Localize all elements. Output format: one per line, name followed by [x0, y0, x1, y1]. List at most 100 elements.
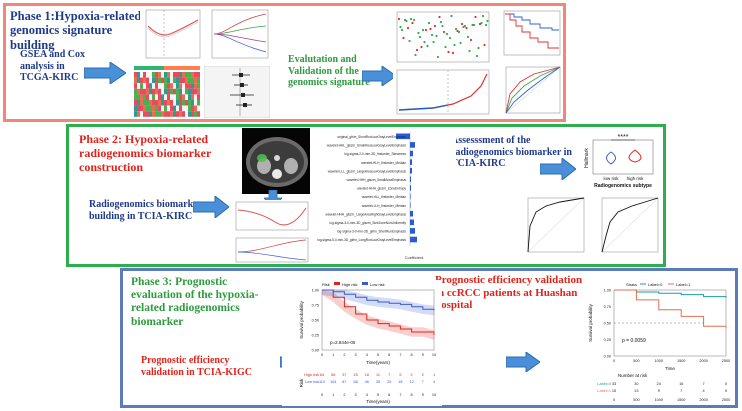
scatter-point [406, 26, 410, 30]
scatter-point [480, 21, 483, 25]
coef-feature-label: wavelet-HLH_firstorder_Median [361, 161, 406, 165]
phase2-building-text: Radiogenomics biomarker building in TCIA… [89, 199, 202, 222]
coef-bar [410, 202, 411, 208]
heatmap-cell [140, 94, 143, 100]
scatter-point [426, 44, 429, 48]
heatmap-cell [155, 100, 158, 106]
km-left-ytick: 0.75 [312, 304, 319, 308]
heatmap-cell [164, 88, 167, 95]
heatmap-cell [146, 105, 149, 112]
km-right-legend-title: Strata [626, 282, 637, 287]
phase3-tcia-text: Prognostic efficiency validation in TCIA… [141, 355, 252, 378]
heatmap-cell [134, 105, 137, 112]
km-left-legend-high: High risk [342, 282, 358, 287]
phase1-title: Phase 1:Hypoxia-related genomics signatu… [10, 9, 142, 52]
heatmap-cell [155, 72, 158, 78]
coef-feature-label: wavelet-HHH_glszm_LargeAreaHighGrayLevel… [325, 212, 406, 216]
heatmap-cell [137, 105, 140, 112]
scatter-point [444, 45, 447, 49]
scatter-point [399, 25, 402, 29]
km-left-risk-value: 110 [319, 380, 325, 384]
km-left-xtick: 9 [422, 353, 424, 357]
scatter-point [450, 14, 453, 18]
km-left-curve-high [322, 289, 435, 335]
heatmap-cell [188, 83, 191, 89]
heatmap-cell [164, 83, 167, 89]
heatmap-cell [179, 105, 182, 112]
heatmap-cell [164, 94, 167, 100]
heatmap-cell [182, 94, 185, 100]
km-right-risk-value: 15 [612, 389, 616, 393]
km-right-risk-value: 4 [703, 389, 705, 393]
coef-feature-label: log-sigma-3-0-mm-3D_glrlm_ShortRunEmphas… [337, 230, 406, 234]
heatmap-cell [152, 100, 155, 106]
km-left-risk-value: 64 [320, 373, 324, 377]
km-left-risk-value: 7 [422, 380, 424, 384]
violin-xlabel: Radiogenomics subtype [594, 183, 652, 189]
heatmap-cell [173, 72, 176, 78]
km-left-risk-xtick: 5 [377, 393, 379, 397]
heatmap-cell [194, 111, 197, 117]
coef-bar [410, 228, 415, 234]
heatmap-cell [185, 72, 188, 78]
coef-bar [410, 236, 417, 243]
heatmap-cell [137, 77, 140, 84]
heatmap-cell [197, 72, 200, 78]
heatmap-cell [158, 77, 161, 84]
km-left-risk-value: 11 [376, 373, 380, 377]
km-left-ci-band [322, 290, 434, 340]
km-right-xtick: 1000 [655, 359, 663, 363]
heatmap-cell [149, 72, 152, 78]
heatmap-cell [143, 77, 146, 84]
km-right-risk-xtick: 1500 [677, 398, 685, 402]
heatmap-cell [188, 105, 191, 112]
ct-scan-image [242, 128, 312, 194]
heatmap-cell [170, 77, 173, 84]
heatmap-cell [140, 72, 143, 78]
heatmap-cell [164, 105, 167, 112]
km-huashan-chart: Strata Label=0 Label=1 Survival probabil… [584, 280, 734, 404]
heatmap-cell [149, 100, 152, 106]
km-right-risk-xtick: 500 [633, 398, 639, 402]
heatmap-cell [161, 72, 164, 78]
scatter-point [453, 43, 456, 47]
scatter-point [418, 35, 422, 39]
heatmap-cell [137, 100, 140, 106]
km-left-risk-value: 18 [398, 380, 402, 384]
km-right-xlabel: Time [665, 366, 675, 371]
coef-feature-label: original_glrlm_ShortRunLowGrayLevelEmpha… [337, 135, 406, 139]
heatmap-cell [191, 94, 194, 100]
risk-score-curve [393, 68, 491, 118]
coef-bar [410, 210, 413, 217]
heatmap-cell [179, 77, 182, 84]
heatmap-cell [170, 111, 173, 117]
heatmap-cell [188, 100, 191, 106]
heatmap-cell [137, 72, 140, 78]
coef-feature-label: wavelet-HHH_glszm_SmallAreaEmphasis [347, 178, 407, 182]
km-right-ytick: 0.00 [604, 355, 611, 359]
km-left-risk-value: 56 [331, 373, 335, 377]
scatter-point [442, 30, 446, 34]
km-right-risk-value: 13 [634, 389, 638, 393]
heatmap-cell [134, 100, 137, 106]
scatter-point [427, 21, 431, 25]
heatmap-cell [182, 111, 185, 117]
km-left-ci-band [322, 290, 434, 316]
coef-bar [410, 167, 412, 174]
heatmap-cell [149, 94, 152, 100]
km-left-xtick: 4 [366, 353, 368, 357]
scatter-point [466, 35, 470, 39]
km-left-legend-low: Low risk [370, 282, 385, 287]
heatmap-cell [161, 77, 164, 84]
heatmap-cell [170, 100, 173, 106]
scatter-point [397, 17, 401, 21]
heatmap-cell [167, 105, 170, 112]
km-right-atrisk-title: Number at risk [618, 373, 648, 378]
scatter-point [472, 23, 476, 27]
coef-feature-label: wavelet-LLL_glszm_LargeAreaLowGrayLevelE… [328, 169, 407, 173]
km-left-risk-value: 2 [411, 373, 413, 377]
heatmap-cell [170, 105, 173, 112]
km-left-ytick: 0.50 [312, 319, 319, 323]
km-right-risk-value: 33 [612, 382, 616, 386]
scatter-point [486, 19, 489, 23]
